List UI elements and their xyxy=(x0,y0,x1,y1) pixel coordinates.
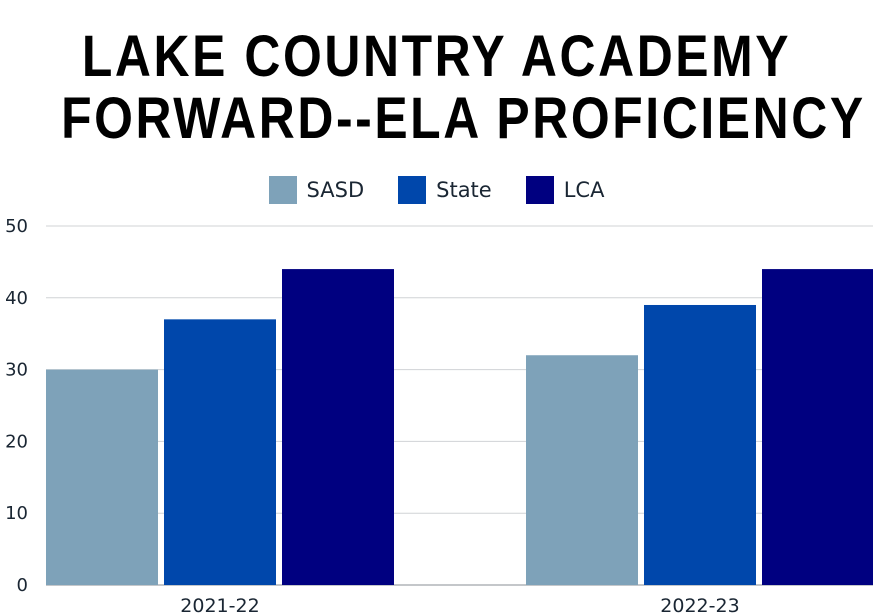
y-tick-label-40: 40 xyxy=(5,288,28,309)
x-category-label-2021-22: 2021-22 xyxy=(180,595,259,616)
legend-label-state: State xyxy=(436,178,492,202)
legend-swatch-sasd xyxy=(268,176,297,204)
bar-sasd-2022-23 xyxy=(526,355,638,585)
chart-title-line-1: LAKE COUNTRY ACADEMY xyxy=(81,24,792,89)
x-category-label-2022-23: 2022-23 xyxy=(660,595,739,616)
legend-swatch-state xyxy=(398,176,427,204)
legend-item-sasd: SASD xyxy=(268,176,365,204)
y-tick-label-20: 20 xyxy=(5,431,28,452)
y-tick-label-50: 50 xyxy=(5,216,28,237)
y-tick-label-10: 10 xyxy=(5,503,28,524)
bar-sasd-2021-22 xyxy=(46,369,158,585)
y-tick-label-30: 30 xyxy=(5,360,28,381)
y-tick-label-0: 0 xyxy=(17,575,28,596)
legend-item-lca: LCA xyxy=(525,176,605,204)
legend-label-sasd: SASD xyxy=(306,178,365,202)
bar-state-2021-22 xyxy=(164,319,276,585)
legend-item-state: State xyxy=(398,176,492,204)
legend-label-lca: LCA xyxy=(563,178,605,202)
bar-lca-2022-23 xyxy=(762,269,873,585)
chart-title: LAKE COUNTRY ACADEMY FORWARD--ELA PROFIC… xyxy=(0,26,873,150)
bar-state-2022-23 xyxy=(644,304,756,585)
bar-lca-2021-22 xyxy=(282,269,394,585)
legend-swatch-lca xyxy=(525,176,554,204)
chart-legend: SASD State LCA xyxy=(0,176,873,204)
chart-title-line-2: FORWARD--ELA PROFICIENCY xyxy=(61,86,866,151)
